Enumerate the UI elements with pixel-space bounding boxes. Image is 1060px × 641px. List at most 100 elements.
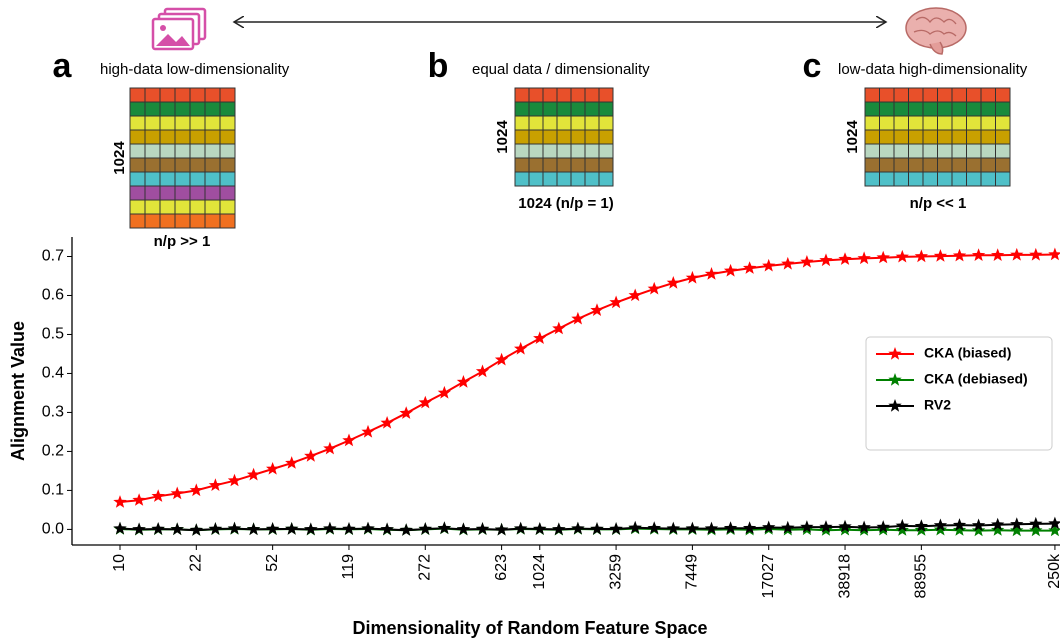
matrix-cell (980, 87, 996, 103)
matrix-cell (159, 199, 176, 215)
star-marker (647, 281, 661, 295)
matrix-cell (174, 87, 191, 103)
matrix-cell (570, 171, 586, 187)
matrix-cell (570, 129, 586, 145)
matrix-cell (174, 143, 191, 159)
star-marker (380, 522, 394, 536)
matrix-cell (908, 171, 924, 187)
matrix-cell (219, 185, 236, 201)
matrix-cell (980, 171, 996, 187)
x-tick-label: 10 (111, 554, 128, 572)
legend-marker (888, 373, 902, 386)
star-marker (456, 522, 471, 536)
matrix-cell (951, 157, 967, 173)
y-axis-label: Alignment Value (8, 321, 28, 461)
star-marker (781, 520, 795, 534)
matrix-cell (528, 129, 544, 145)
matrix-cell (937, 171, 953, 187)
matrix-cell (570, 115, 586, 131)
matrix-cell (879, 101, 895, 117)
legend-box (865, 336, 1053, 451)
x-tick-label: 52 (264, 554, 281, 572)
matrix-cell (129, 171, 146, 187)
star-marker (361, 424, 375, 438)
star-marker (552, 522, 566, 536)
matrix-cell (951, 171, 967, 187)
star-marker (723, 263, 738, 277)
star-marker (304, 449, 318, 462)
star-marker (494, 352, 509, 366)
matrix-cell (908, 115, 924, 131)
x-tick-label: 22 (188, 554, 205, 572)
x-tick-label: 623 (493, 554, 510, 581)
matrix-cell (514, 143, 530, 159)
matrix-cell (174, 185, 191, 201)
matrix-cell (219, 199, 236, 215)
y-tick-label: 0.1 (42, 482, 64, 499)
matrix-cell (584, 87, 600, 103)
star-marker (246, 467, 261, 481)
matrix-cell (937, 87, 953, 103)
matrix-cell (189, 129, 206, 145)
matrix-cell (980, 129, 996, 145)
matrix-cell (864, 87, 880, 103)
matrix-cell (995, 157, 1011, 173)
matrix-cell (189, 157, 206, 173)
star-marker (266, 462, 280, 475)
star-marker (628, 520, 642, 534)
matrix-cell (864, 115, 880, 131)
star-marker (838, 519, 852, 533)
panel-letter: a (53, 47, 73, 85)
matrix-cell (189, 171, 206, 187)
matrix-cell (556, 115, 572, 131)
star-marker (609, 522, 623, 535)
star-marker (399, 406, 413, 419)
star-marker (800, 255, 814, 268)
matrix-cell (864, 171, 880, 187)
star-marker (132, 522, 146, 536)
y-tick-label: 0.0 (42, 521, 64, 538)
matrix-cell (219, 101, 236, 117)
star-marker (456, 375, 471, 388)
matrix-cell (174, 199, 191, 215)
star-marker (418, 522, 432, 535)
y-tick-label: 0.7 (42, 248, 64, 265)
matrix-cell (584, 101, 600, 117)
matrix-cell (204, 213, 221, 229)
matrix-cell (980, 101, 996, 117)
star-marker (1010, 517, 1024, 530)
star-marker (971, 248, 986, 261)
matrix-cell (879, 157, 895, 173)
matrix-cell (879, 115, 895, 131)
matrix-cell (598, 87, 614, 103)
matrix-cell (966, 129, 982, 145)
matrix-cell (144, 185, 161, 201)
x-tick-label: 250k (1046, 553, 1060, 589)
matrix-cell (879, 129, 895, 145)
matrix-cell (864, 143, 880, 159)
star-marker (437, 385, 451, 399)
x-tick-label: 3259 (607, 554, 624, 590)
star-marker (857, 520, 871, 534)
star-marker (991, 248, 1005, 261)
matrix-cell (966, 115, 982, 131)
x-tick-label: 88955 (913, 554, 930, 599)
y-tick-label: 0.6 (42, 287, 64, 304)
star-marker (494, 522, 509, 536)
matrix-cell (570, 101, 586, 117)
matrix-cell (995, 171, 1011, 187)
matrix-cell (189, 87, 206, 103)
matrix-cell (922, 87, 938, 103)
star-marker (743, 521, 757, 534)
star-marker (914, 523, 928, 536)
matrix-cell (908, 87, 924, 103)
matrix-cell (514, 101, 530, 117)
matrix-cell (879, 87, 895, 103)
matrix-cell (219, 129, 236, 145)
star-marker (208, 522, 223, 535)
star-marker (285, 456, 299, 469)
matrix-cell (937, 101, 953, 117)
star-marker (838, 252, 852, 265)
star-marker (685, 521, 700, 535)
